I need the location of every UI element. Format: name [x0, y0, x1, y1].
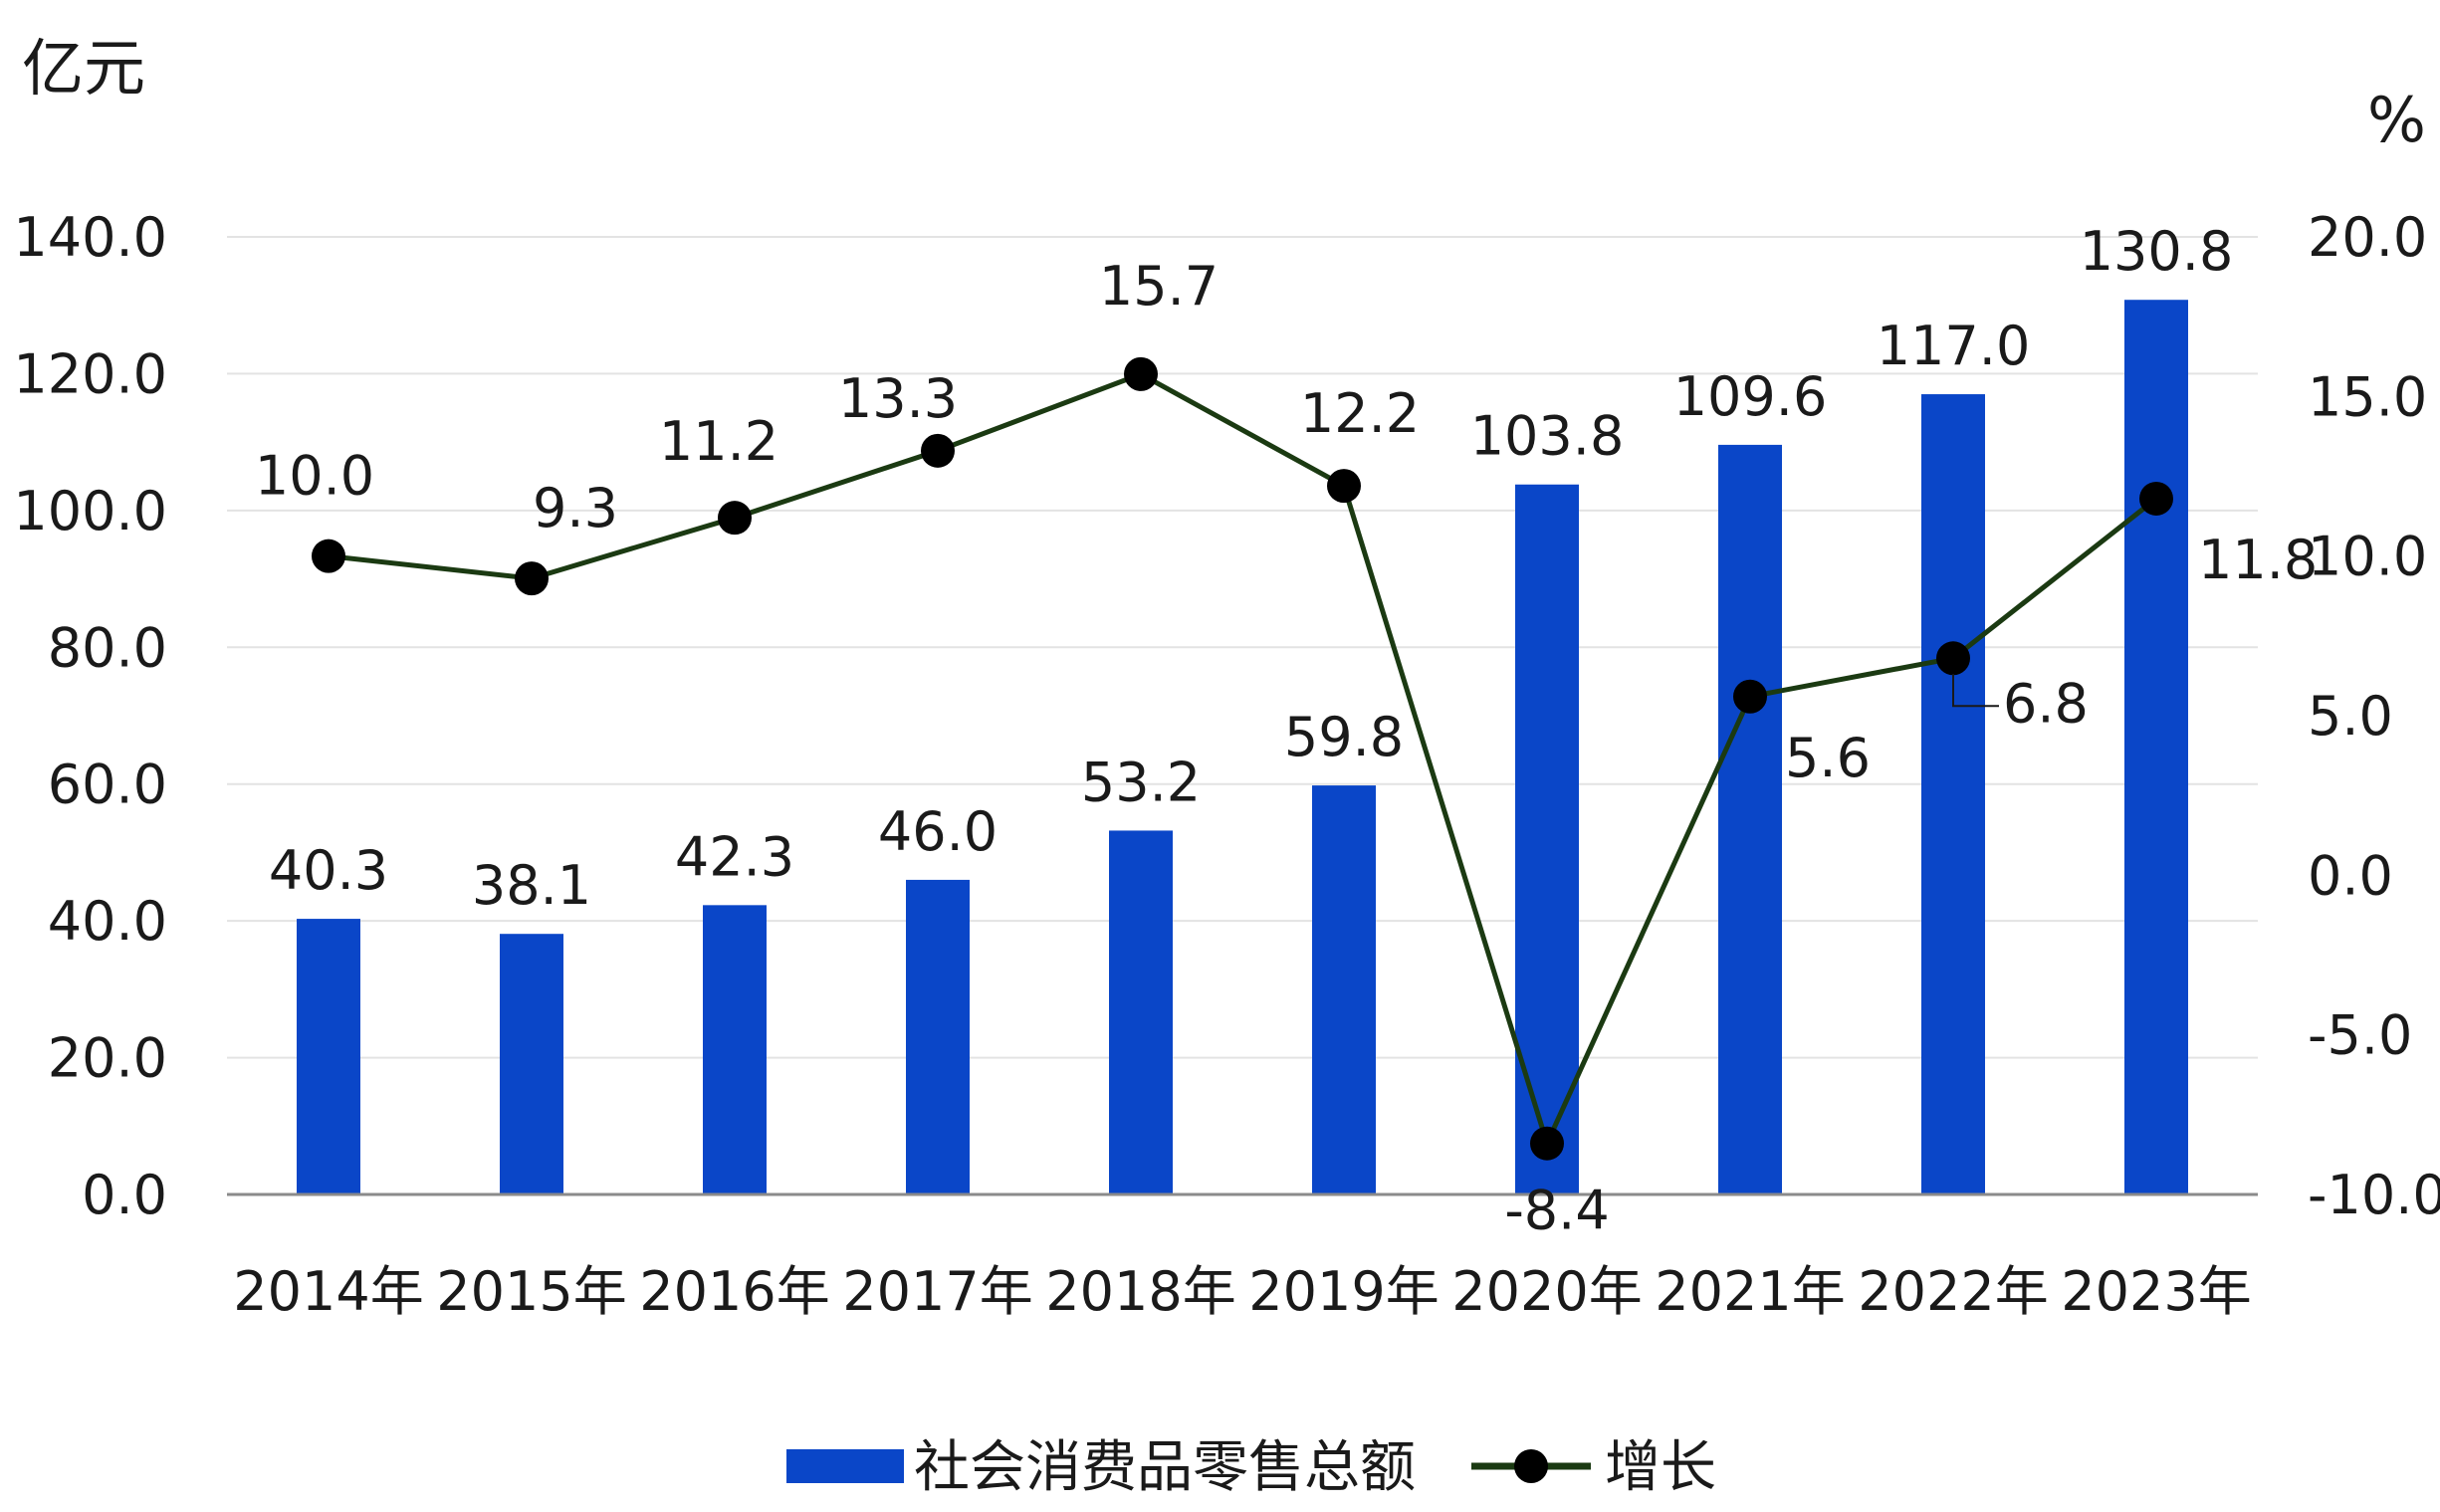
right-axis-tick-label: 0.0: [2308, 844, 2393, 907]
growth-point: [1327, 469, 1361, 504]
growth-value-label: 15.7: [1099, 255, 1219, 318]
right-axis-tick-label: 20.0: [2308, 206, 2427, 269]
growth-point: [1936, 641, 1970, 676]
bar-value-label: 42.3: [675, 825, 794, 888]
growth-value-label: 6.8: [2003, 672, 2089, 735]
left-axis-unit: 亿元: [22, 32, 145, 105]
label-leader-line: [1952, 674, 1999, 708]
legend-bar-swatch: [786, 1449, 904, 1483]
x-axis-tick-label: 2021年: [1655, 1260, 1845, 1323]
right-axis-tick-label: -10.0: [2308, 1164, 2440, 1226]
right-axis-unit: %: [2367, 84, 2426, 156]
bar-value-label: 38.1: [472, 854, 591, 917]
right-axis-tick-label: 15.0: [2308, 365, 2427, 428]
growth-point: [1530, 1126, 1564, 1161]
x-axis-tick-label: 2014年: [233, 1260, 423, 1323]
x-axis-tick-label: 2022年: [1858, 1260, 2048, 1323]
left-axis-tick-label: 80.0: [48, 616, 167, 679]
bar-value-label: 53.2: [1081, 751, 1201, 813]
growth-point: [718, 501, 752, 536]
bar-value-label: 46.0: [878, 800, 998, 863]
bar: [1718, 444, 1782, 1194]
bar-value-label: 130.8: [2080, 220, 2234, 283]
left-axis-tick-label: 20.0: [48, 1027, 167, 1090]
right-axis-tick-label: 5.0: [2308, 685, 2393, 748]
growth-value-label: 10.0: [255, 445, 374, 508]
growth-value-label: 13.3: [838, 367, 958, 430]
data-labels: 40.3 38.1 42.3 46.0 53.2 59.8 103.8 109.6 117.0 1…: [255, 220, 2318, 1241]
x-axis-tick-label: 2023年: [2061, 1260, 2251, 1323]
growth-point: [921, 433, 955, 468]
bar-value-label: 109.6: [1673, 365, 1828, 428]
bar: [703, 905, 767, 1194]
bar: [2124, 300, 2188, 1194]
x-axis-tick-label: 2017年: [842, 1260, 1032, 1323]
legend-line-label: 增长: [1605, 1435, 1716, 1500]
x-axis-tick-label: 2019年: [1248, 1260, 1439, 1323]
bar: [1515, 484, 1579, 1194]
growth-value-label: 12.2: [1300, 382, 1420, 445]
growth-point: [2139, 481, 2173, 516]
left-axis-tick-label: 60.0: [48, 754, 167, 816]
growth-value-label: -8.4: [1504, 1180, 1609, 1242]
growth-point: [515, 561, 549, 596]
x-axis-tick-label: 2016年: [639, 1260, 829, 1323]
bar-value-label: 59.8: [1284, 706, 1404, 768]
legend-bar-label: 社会消费品零售总额: [914, 1435, 1416, 1500]
bar-series: [297, 300, 2188, 1194]
growth-line: [328, 371, 2158, 1147]
left-axis-tick-label: 40.0: [48, 890, 167, 953]
x-axis-tick-label: 2018年: [1045, 1260, 1235, 1323]
bar: [1109, 830, 1173, 1194]
legend: 社会消费品零售总额 增长: [786, 1435, 1716, 1500]
growth-value-label: 9.3: [533, 477, 618, 540]
right-axis-tick-label: 10.0: [2308, 526, 2427, 588]
x-axis-tick-label: 2020年: [1451, 1260, 1642, 1323]
bar: [906, 879, 970, 1194]
growth-value-label: 5.6: [1785, 727, 1871, 789]
growth-point: [312, 539, 345, 573]
bar: [1312, 785, 1376, 1194]
growth-point: [1124, 356, 1158, 391]
bar: [297, 919, 360, 1194]
bar-value-label: 40.3: [269, 839, 388, 902]
growth-line-series: [312, 356, 2173, 1161]
growth-point: [1733, 679, 1767, 714]
gridlines: [227, 236, 2258, 1059]
bar: [1921, 394, 1985, 1194]
left-axis-tick-label: 120.0: [13, 342, 167, 405]
bar-value-label: 117.0: [1877, 315, 2031, 377]
right-axis-tick-label: -5.0: [2308, 1004, 2412, 1067]
growth-value-label: 11.2: [659, 410, 778, 473]
bar-value-label: 103.8: [1470, 405, 1625, 468]
bar: [500, 934, 563, 1194]
growth-value-label: 11.8: [2198, 529, 2318, 591]
axes: 0.0 20.0 40.0 60.0 80.0 100.0 120.0 140.0 -10.0 -…: [13, 206, 2440, 1323]
x-axis-tick-label: 2015年: [436, 1260, 626, 1323]
left-axis-tick-label: 100.0: [13, 480, 167, 542]
left-axis-tick-label: 140.0: [13, 206, 167, 269]
legend-line-marker: [1514, 1449, 1548, 1483]
left-axis-tick-label: 0.0: [82, 1164, 167, 1226]
